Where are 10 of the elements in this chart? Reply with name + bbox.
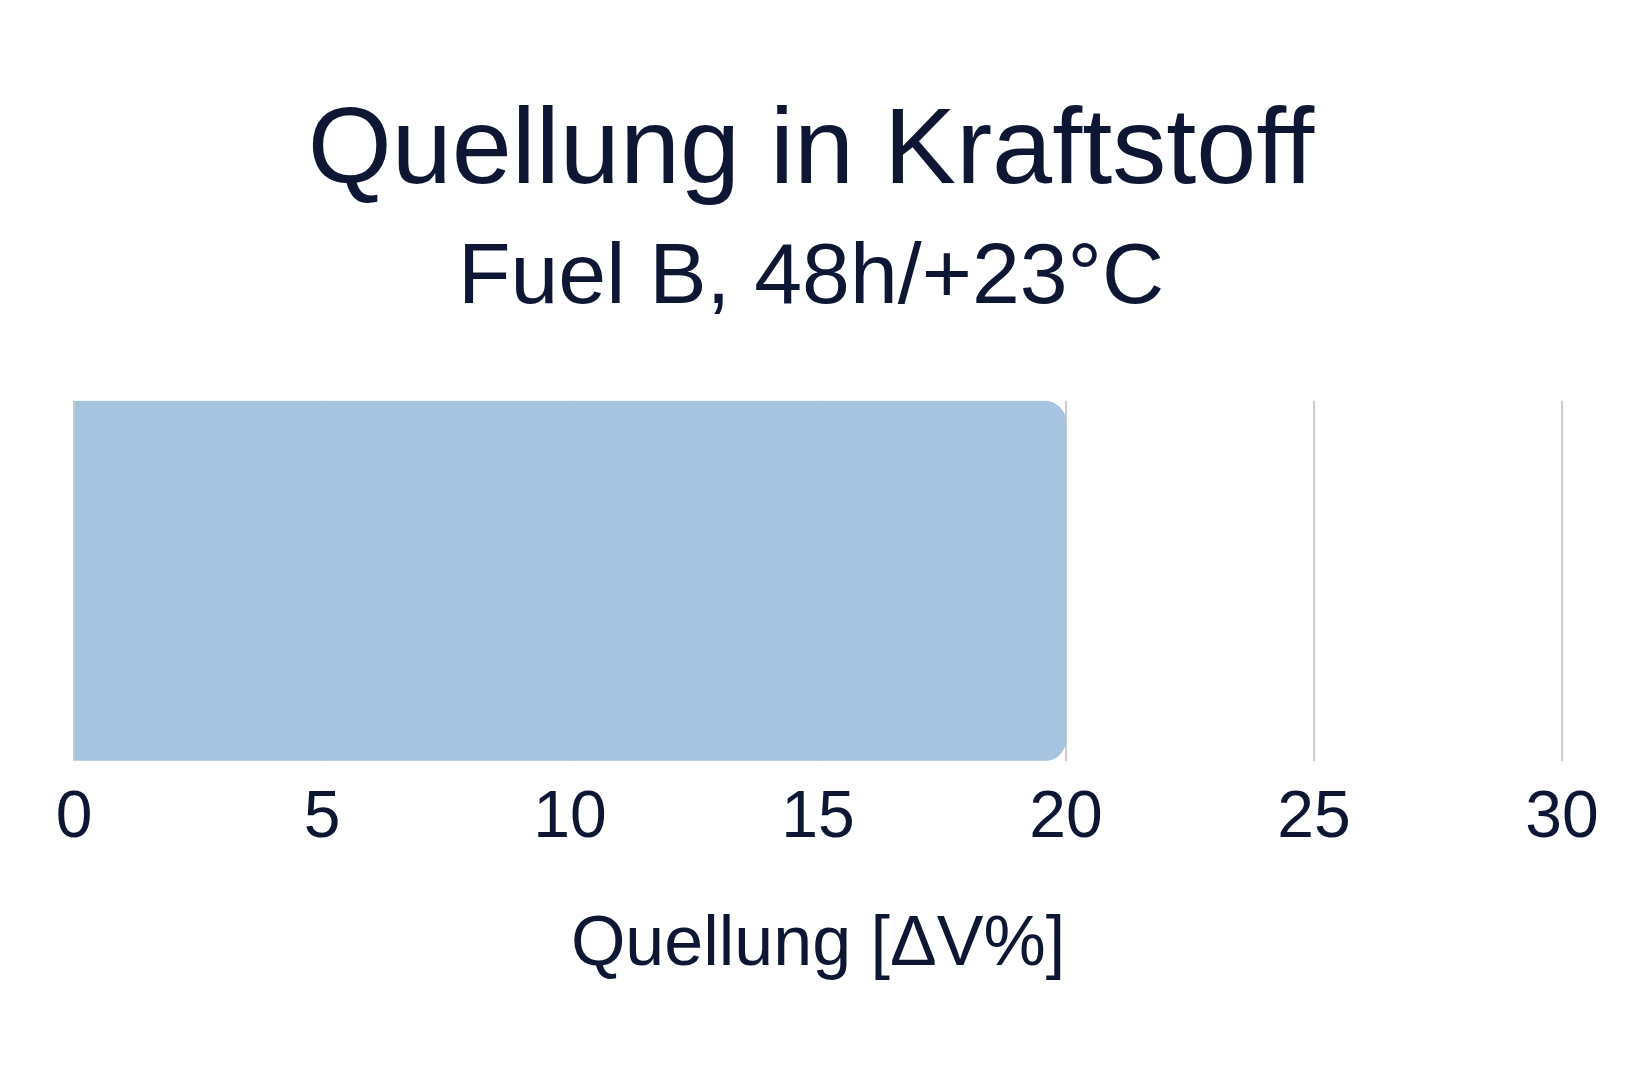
x-axis-title: Quellung [ΔV%] (570, 902, 1066, 981)
x-tick-label: 5 (303, 776, 341, 851)
x-tick-label: 30 (1525, 776, 1599, 851)
x-tick-label: 15 (781, 776, 855, 851)
x-tick-label: 25 (1277, 776, 1351, 851)
x-tick-label: 0 (55, 776, 93, 851)
chart-subtitle: Fuel B, 48h/+23°C (457, 224, 1165, 321)
x-tick-label: 10 (533, 776, 607, 851)
chart-title: Quellung in Kraftstoff (307, 84, 1316, 206)
x-tick-label: 20 (1029, 776, 1103, 851)
